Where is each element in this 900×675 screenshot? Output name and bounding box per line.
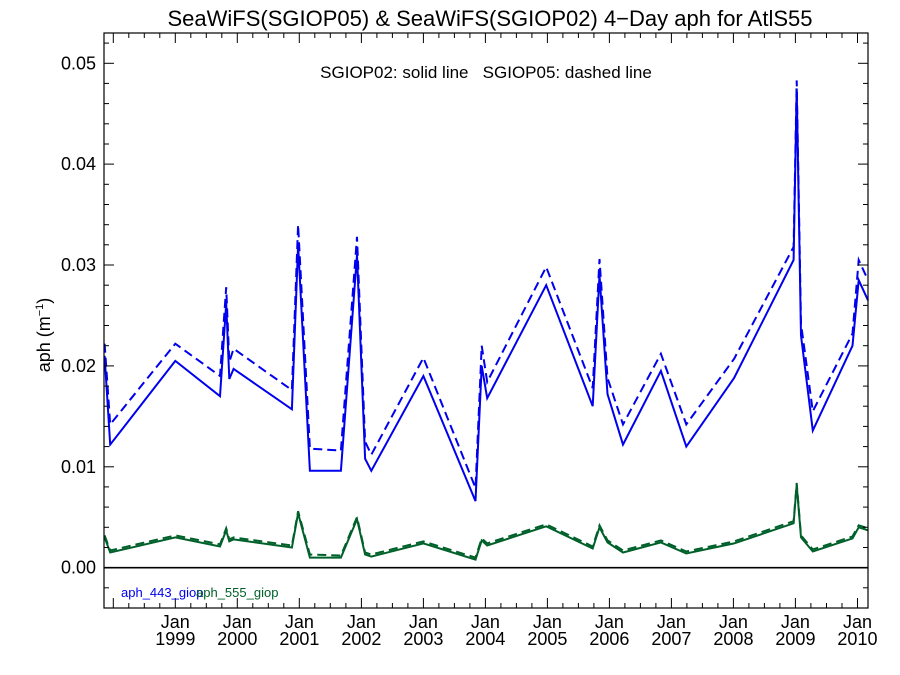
x-tick-month-label: Jan <box>285 612 314 632</box>
x-tick-month-label: Jan <box>719 612 748 632</box>
y-tick-label: 0.03 <box>61 255 96 275</box>
x-tick-month-label: Jan <box>533 612 562 632</box>
x-tick-year-label: 1999 <box>155 629 195 649</box>
x-tick-year-label: 2010 <box>837 629 877 649</box>
x-tick-year-label: 2006 <box>589 629 629 649</box>
x-tick-year-label: 2001 <box>279 629 319 649</box>
series-line-2 <box>103 484 869 561</box>
y-tick-label: 0.05 <box>61 53 96 73</box>
y-axis-label-sup: −1 <box>34 304 46 317</box>
x-tick-year-label: 2002 <box>341 629 381 649</box>
x-tick-month-label: Jan <box>223 612 252 632</box>
chart-title: SeaWiFS(SGIOP05) & SeaWiFS(SGIOP02) 4−Da… <box>168 6 813 31</box>
series-line-3 <box>103 482 869 559</box>
y-axis-label: aph (m−1) <box>34 298 54 373</box>
x-tick-month-label: Jan <box>471 612 500 632</box>
x-tick-year-label: 2003 <box>403 629 443 649</box>
y-tick-label: 0.00 <box>61 558 96 578</box>
x-tick-month-label: Jan <box>781 612 810 632</box>
y-axis-label-close: ) <box>34 298 54 304</box>
x-tick-month-label: Jan <box>843 612 872 632</box>
plot-area <box>103 80 869 569</box>
axes: 0.000.010.020.030.040.05Jan1999Jan2000Ja… <box>61 32 877 649</box>
line-style-annotation: SGIOP02: solid line SGIOP05: dashed line <box>320 63 652 82</box>
y-tick-label: 0.02 <box>61 356 96 376</box>
x-tick-year-label: 2007 <box>651 629 691 649</box>
series-line-1 <box>103 80 869 489</box>
legend-label-0: aph_443_giop <box>121 585 203 600</box>
x-tick-month-label: Jan <box>595 612 624 632</box>
x-tick-year-label: 2005 <box>527 629 567 649</box>
x-tick-month-label: Jan <box>161 612 190 632</box>
series-line-0 <box>103 88 869 502</box>
x-tick-month-label: Jan <box>409 612 438 632</box>
x-tick-year-label: 2004 <box>465 629 505 649</box>
x-tick-year-label: 2000 <box>217 629 257 649</box>
legend-label-1: aph_555_giop <box>196 585 278 600</box>
y-axis-label-main: aph (m <box>34 316 54 372</box>
plot-frame <box>103 32 869 609</box>
x-tick-year-label: 2008 <box>713 629 753 649</box>
x-tick-month-label: Jan <box>657 612 686 632</box>
y-tick-label: 0.01 <box>61 457 96 477</box>
x-tick-month-label: Jan <box>347 612 376 632</box>
y-tick-label: 0.04 <box>61 154 96 174</box>
x-tick-year-label: 2009 <box>775 629 815 649</box>
